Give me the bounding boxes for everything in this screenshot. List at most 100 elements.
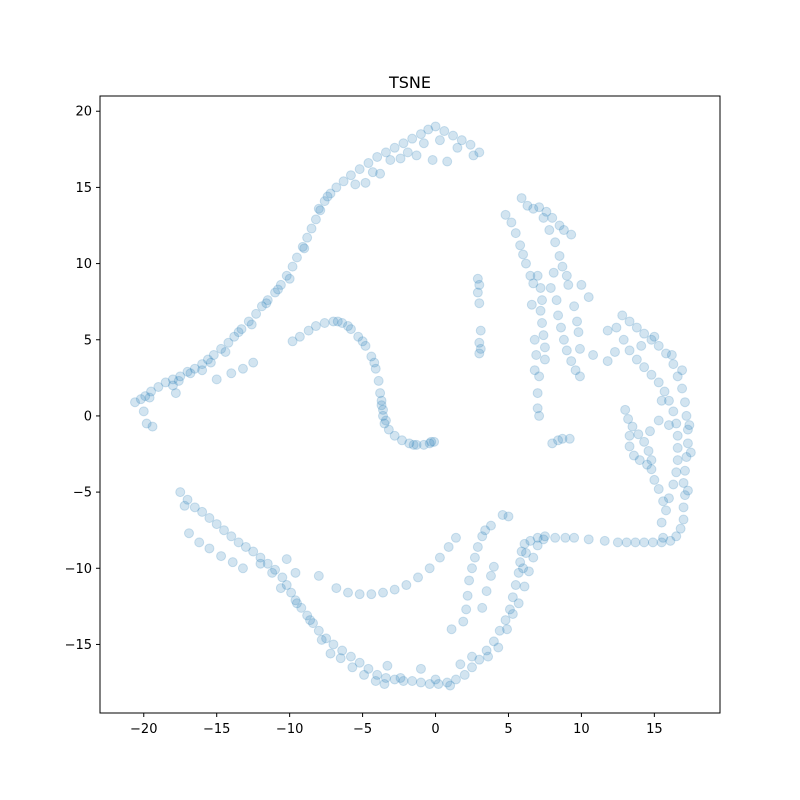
scatter-point: [550, 237, 561, 248]
scatter-point: [140, 391, 151, 402]
scatter-point: [315, 205, 326, 216]
scatter-point: [653, 377, 664, 388]
x-tick-label: 5: [504, 722, 512, 737]
scatter-point: [529, 334, 540, 345]
scatter-point: [248, 357, 259, 368]
scatter-point: [237, 563, 248, 574]
scatter-point: [380, 147, 391, 158]
scatter-point: [535, 282, 546, 293]
scatter-point: [620, 404, 631, 415]
scatter-point: [270, 287, 281, 298]
scatter-point: [583, 292, 594, 303]
scatter-point: [194, 537, 205, 548]
scatter-point: [248, 546, 259, 557]
scatter-point: [631, 354, 642, 365]
scatter-point: [671, 467, 682, 478]
scatter-point: [631, 322, 642, 333]
scatter-point: [233, 327, 244, 338]
scatter-point: [360, 340, 371, 351]
scatter-point: [430, 121, 441, 132]
scatter-point: [576, 279, 587, 290]
scatter-point: [407, 676, 418, 687]
scatter-point: [516, 546, 527, 557]
scatter-point: [343, 321, 353, 332]
scatter-point: [383, 424, 394, 435]
scatter-point: [373, 375, 384, 386]
scatter-point: [633, 429, 644, 440]
scatter-point: [583, 534, 594, 545]
scatter-point: [506, 217, 517, 228]
scatter-point: [389, 142, 400, 153]
scatter-point: [345, 324, 356, 335]
scatter-point: [185, 368, 196, 379]
scatter-point: [671, 531, 682, 542]
scatter-point: [566, 229, 577, 240]
scatter-point: [455, 659, 466, 670]
scatter-point: [286, 587, 297, 598]
scatter-point: [237, 363, 248, 374]
scatter-point: [354, 589, 365, 600]
scatter-point: [445, 680, 456, 691]
scatter-point: [528, 278, 539, 289]
scatter-point: [539, 531, 550, 542]
scatter-point: [679, 490, 690, 501]
scatter-point: [389, 584, 400, 595]
scatter-point: [310, 321, 321, 332]
scatter-point: [547, 438, 558, 449]
scatter-point: [313, 570, 324, 581]
scatter-point: [561, 345, 572, 356]
scatter-point: [564, 433, 575, 444]
scatter-point: [328, 316, 339, 327]
scatter-point: [668, 479, 679, 490]
scatter-point: [424, 438, 435, 449]
scatter-point: [647, 537, 658, 548]
scatter-point: [262, 295, 273, 306]
scatter-point: [404, 438, 415, 449]
scatter-point: [141, 418, 152, 429]
scatter-point: [618, 334, 629, 345]
scatter-point: [337, 645, 348, 656]
scatter-point: [313, 203, 324, 214]
scatter-point: [588, 349, 599, 360]
scatter-point: [434, 135, 445, 146]
scatter-point: [538, 212, 549, 223]
scatter-point: [354, 657, 365, 668]
scatter-point: [396, 435, 407, 446]
scatter-point: [609, 346, 620, 357]
scatter-point: [287, 261, 298, 272]
scatter-point: [319, 318, 330, 328]
scatter-point: [534, 371, 545, 382]
scatter-point: [532, 270, 543, 281]
scatter-point: [216, 551, 227, 562]
scatter-point: [307, 618, 318, 629]
scatter-point: [503, 511, 514, 522]
scatter-point: [290, 595, 301, 606]
scatter-point: [459, 669, 470, 680]
scatter-point: [532, 532, 543, 543]
scatter-point: [379, 418, 390, 429]
scatter-point: [678, 502, 689, 513]
scatter-point: [322, 191, 333, 202]
scatter-point: [659, 386, 670, 397]
scatter-point: [561, 270, 572, 281]
scatter-point: [363, 158, 374, 169]
scatter-point: [319, 196, 330, 207]
scatter-point: [611, 322, 622, 333]
scatter-point: [204, 513, 215, 523]
scatter-point: [367, 167, 378, 178]
scatter-point: [534, 202, 545, 213]
scatter-point: [574, 343, 585, 354]
scatter-point: [378, 587, 389, 598]
scatter-point: [413, 572, 424, 583]
scatter-point: [272, 284, 283, 295]
scatter-point: [291, 252, 302, 263]
scatter-point: [656, 395, 667, 406]
scatter-point: [202, 354, 213, 365]
scatter-point: [375, 388, 386, 399]
scatter-point: [303, 325, 314, 336]
scatter-point: [376, 400, 387, 411]
scatter-point: [423, 124, 434, 135]
scatter-point: [350, 179, 361, 190]
scatter-point: [376, 395, 387, 406]
scatter-point: [281, 554, 292, 565]
